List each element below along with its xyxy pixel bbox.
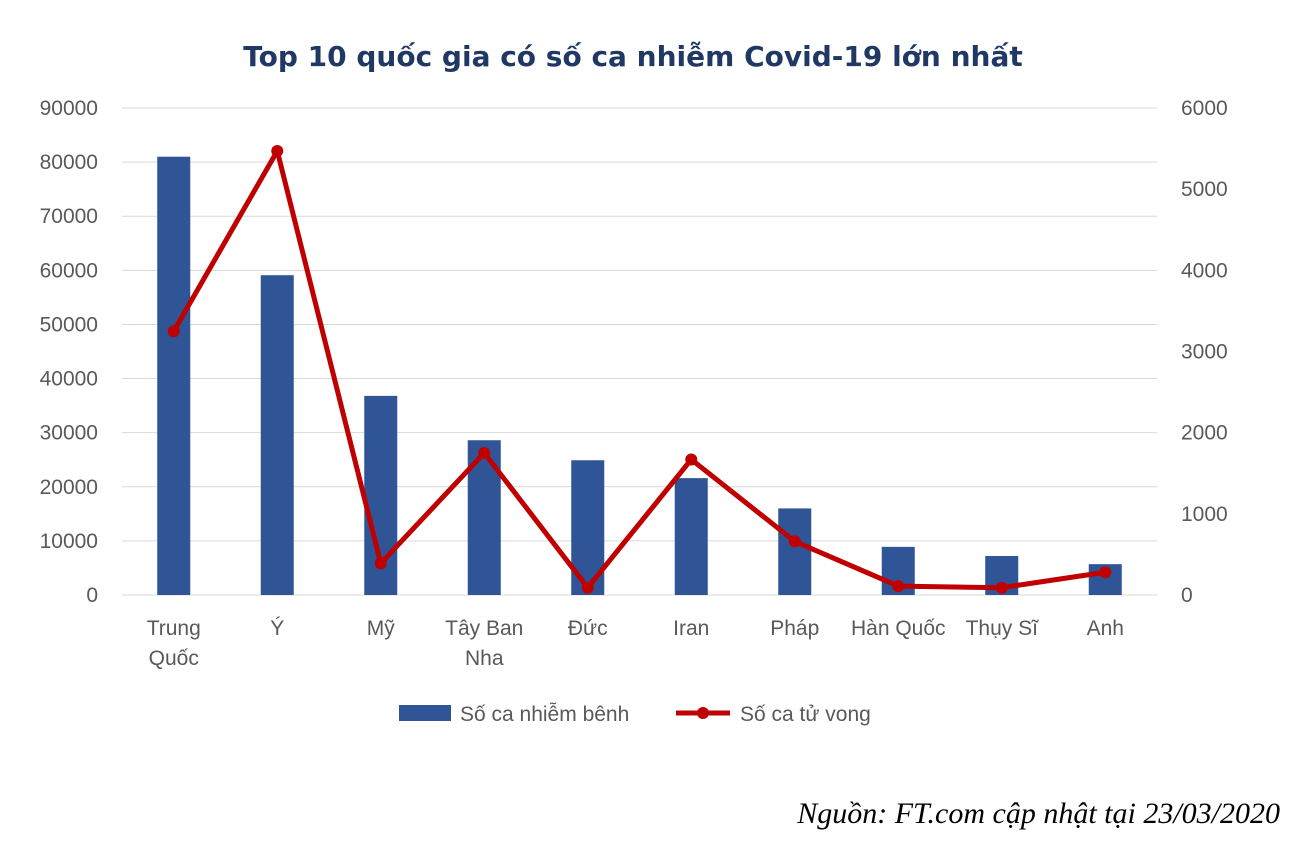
bar <box>778 508 812 595</box>
line-point <box>685 453 698 466</box>
bar <box>260 275 294 595</box>
left-tick-label: 80000 <box>40 151 98 174</box>
category-label: Anh <box>1087 617 1124 640</box>
category-label: Ý <box>270 617 284 640</box>
left-tick-label: 40000 <box>40 368 98 391</box>
category-label: Trung Quốc <box>147 617 201 670</box>
bar-series <box>157 156 1122 595</box>
right-tick-label: 4000 <box>1181 259 1228 282</box>
line-series <box>167 145 1112 594</box>
right-tick-label: 5000 <box>1181 178 1228 201</box>
right-tick-label: 3000 <box>1181 341 1228 364</box>
category-label: Pháp <box>770 617 819 640</box>
legend-bar-label: Số ca nhiễm bênh <box>460 703 629 726</box>
category-label: Đức <box>568 617 608 640</box>
line-point <box>1099 566 1112 579</box>
category-label: Hàn Quốc <box>851 617 946 640</box>
line-point <box>374 557 387 570</box>
left-tick-label: 30000 <box>40 422 98 445</box>
gridlines <box>122 107 1157 596</box>
line-point <box>271 145 284 158</box>
legend-line-marker <box>697 707 709 719</box>
line-point <box>581 581 594 594</box>
series-line <box>171 148 1106 591</box>
legend: Số ca nhiễm bênh Số ca tử vong <box>399 703 871 726</box>
line-point <box>892 580 905 593</box>
left-tick-label: 20000 <box>40 476 98 499</box>
category-label: Tây Ban Nha <box>445 617 523 670</box>
chart-title: Top 10 quốc gia có số ca nhiễm Covid-19 … <box>243 40 1023 73</box>
left-tick-label: 60000 <box>40 259 98 282</box>
source-note: Nguồn: FT.com cập nhật tại 23/03/2020 <box>796 797 1280 830</box>
category-label: Iran <box>673 617 709 640</box>
left-tick-label: 0 <box>86 584 98 607</box>
left-tick-label: 50000 <box>40 313 98 336</box>
left-axis-ticks: 0 10000 20000 30000 40000 50000 60000 70000 8000… <box>40 97 98 607</box>
category-label: Mỹ <box>367 617 395 640</box>
bar <box>157 156 191 595</box>
bar <box>674 478 708 595</box>
line-point <box>167 325 180 338</box>
right-tick-label: 2000 <box>1181 422 1228 445</box>
legend-line-label: Số ca tử vong <box>740 703 871 726</box>
line-point <box>478 446 491 459</box>
right-axis-ticks: 0 1000 2000 3000 4000 5000 6000 <box>1181 97 1228 607</box>
line-point <box>788 535 801 548</box>
line-point <box>995 581 1008 594</box>
left-tick-label: 90000 <box>40 97 98 120</box>
category-labels: Trung Quốc Ý Mỹ Tây Ban Nha Đức Iran Pháp Hàn Quố… <box>147 617 1124 670</box>
category-label: Thụy Sĩ <box>966 617 1040 640</box>
legend-bar-swatch <box>399 705 451 721</box>
left-tick-label: 70000 <box>40 205 98 228</box>
left-tick-label: 10000 <box>40 530 98 553</box>
right-tick-label: 1000 <box>1181 503 1228 526</box>
right-tick-label: 0 <box>1181 584 1193 607</box>
right-tick-label: 6000 <box>1181 97 1228 120</box>
